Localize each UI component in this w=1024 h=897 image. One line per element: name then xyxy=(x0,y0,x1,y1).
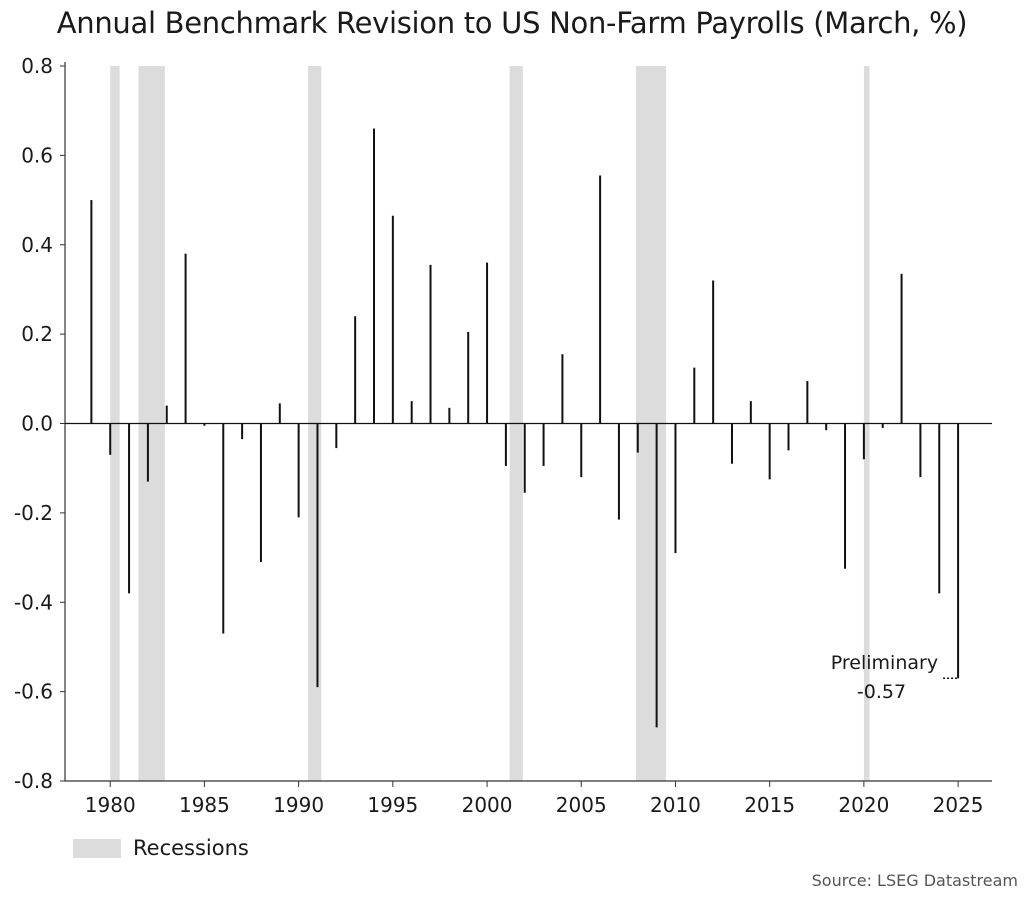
bar-2013 xyxy=(730,423,733,464)
bar-1997 xyxy=(429,264,432,424)
annotation-value: -0.57 xyxy=(857,681,906,703)
bar-2002 xyxy=(523,423,526,493)
x-tick-label: 2025 xyxy=(933,793,984,817)
bar-2020 xyxy=(862,423,865,460)
y-tick-label: -0.4 xyxy=(14,590,53,614)
bar-2006 xyxy=(599,175,602,424)
bar-2025 xyxy=(957,423,960,679)
x-tick-label: 2020 xyxy=(838,793,889,817)
bar-2010 xyxy=(674,423,677,554)
bar-1986 xyxy=(222,423,225,634)
bar-2012 xyxy=(712,280,715,424)
bar-2009 xyxy=(655,423,658,728)
bar-2003 xyxy=(542,423,545,466)
legend-swatch-recessions xyxy=(73,838,121,858)
bar-2016 xyxy=(787,423,790,451)
annotation: Preliminary -0.57 xyxy=(831,652,958,703)
annotation-label: Preliminary xyxy=(831,652,938,674)
bar-2024 xyxy=(938,423,941,594)
bar-series xyxy=(90,128,960,728)
bar-2017 xyxy=(806,381,809,424)
bar-2007 xyxy=(617,423,620,520)
y-tick-label: 0.4 xyxy=(21,233,53,257)
bar-1980 xyxy=(109,423,112,455)
legend-label-recessions: Recessions xyxy=(133,836,249,860)
bar-2011 xyxy=(693,367,696,424)
y-tick-label: 0.2 xyxy=(21,322,53,346)
bar-1989 xyxy=(278,403,281,424)
bar-1982 xyxy=(146,423,149,482)
bar-1991 xyxy=(316,423,319,688)
bar-1981 xyxy=(128,423,131,594)
chart-title: Annual Benchmark Revision to US Non-Farm… xyxy=(56,6,968,40)
y-tick-label: -0.2 xyxy=(14,501,53,525)
bar-1984 xyxy=(184,253,187,424)
y-tick-label: 0.0 xyxy=(21,412,53,436)
x-tick-label: 2005 xyxy=(556,793,607,817)
bar-2000 xyxy=(486,262,489,424)
bar-2001 xyxy=(504,423,507,466)
bar-1990 xyxy=(297,423,300,518)
bar-1993 xyxy=(354,316,357,424)
bar-1994 xyxy=(373,128,375,424)
bar-1987 xyxy=(241,423,244,440)
bar-1999 xyxy=(467,331,470,424)
bar-2008 xyxy=(636,423,639,453)
bar-2014 xyxy=(749,401,752,424)
bar-2022 xyxy=(900,273,903,424)
legend: Recessions xyxy=(73,834,249,862)
bar-2005 xyxy=(580,423,583,478)
source-note: Source: LSEG Datastream xyxy=(811,871,1018,890)
bar-2015 xyxy=(768,423,771,480)
bar-2004 xyxy=(561,354,564,424)
x-tick-label: 1995 xyxy=(367,793,418,817)
y-tick-label: -0.6 xyxy=(14,680,53,704)
bar-1995 xyxy=(391,215,394,424)
x-tick-label: 2015 xyxy=(744,793,795,817)
bar-2021 xyxy=(881,423,884,428)
y-tick-label: -0.8 xyxy=(14,769,53,793)
bar-1988 xyxy=(259,423,262,563)
bar-1998 xyxy=(448,407,451,424)
axes: 0.8 0.6 0.4 0.2 0.0 -0.2 -0.4 -0.6 -0.8 1980 1985 1… xyxy=(14,54,992,817)
bar-1983 xyxy=(165,405,168,424)
x-tick-label: 1985 xyxy=(179,793,230,817)
x-tick-label: 2010 xyxy=(650,793,701,817)
x-tick-label: 1980 xyxy=(85,793,136,817)
bar-2018 xyxy=(825,423,828,431)
bar-1979 xyxy=(90,200,93,424)
bar-1985 xyxy=(203,423,206,426)
bar-2019 xyxy=(844,423,847,569)
y-tick-label: 0.8 xyxy=(21,54,53,78)
bar-1992 xyxy=(335,423,338,449)
bar-2023 xyxy=(919,423,922,478)
y-tick-label: 0.6 xyxy=(21,143,53,167)
x-tick-label: 2000 xyxy=(462,793,513,817)
x-tick-label: 1990 xyxy=(273,793,324,817)
bar-1996 xyxy=(410,401,413,424)
